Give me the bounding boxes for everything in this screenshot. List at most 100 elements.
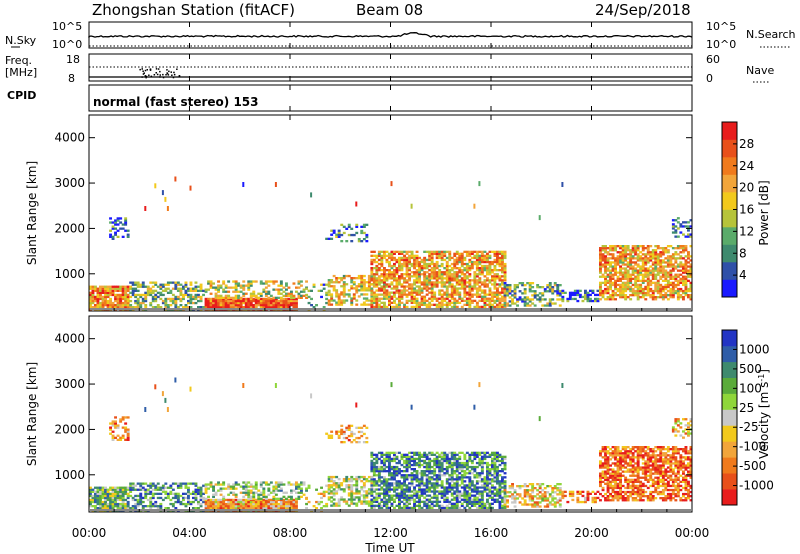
data-cell <box>413 478 416 481</box>
data-cell <box>292 505 296 508</box>
data-cell <box>335 484 339 487</box>
data-cell <box>342 299 346 302</box>
data-cell <box>234 280 238 283</box>
data-cell <box>362 500 366 503</box>
data-cell <box>388 486 391 489</box>
data-cell <box>390 281 394 284</box>
data-cell <box>209 500 213 504</box>
data-cell <box>400 494 404 497</box>
data-cell <box>453 291 457 294</box>
data-cell <box>661 267 665 270</box>
data-cell <box>463 500 467 503</box>
data-cell <box>450 484 454 487</box>
data-cell <box>553 284 557 287</box>
data-cell <box>237 304 241 307</box>
data-cell <box>267 284 271 287</box>
data-cell <box>611 294 615 297</box>
data-cell <box>433 504 437 507</box>
data-cell <box>119 486 123 489</box>
data-cell <box>159 502 163 506</box>
data-cell <box>624 269 628 272</box>
data-cell <box>483 299 487 302</box>
data-cell <box>501 291 504 294</box>
data-cell <box>96 297 100 301</box>
data-cell <box>375 457 379 461</box>
data-cell <box>300 280 303 283</box>
data-cell <box>388 260 391 264</box>
data-cell <box>458 252 462 255</box>
data-cell <box>425 506 429 510</box>
data-cell <box>435 273 439 276</box>
data-cell <box>262 304 266 307</box>
data-cell <box>671 265 675 268</box>
data-cell <box>287 299 291 303</box>
data-cell <box>448 277 452 280</box>
data-cell <box>166 291 170 294</box>
data-cell <box>332 488 336 491</box>
data-cell <box>440 465 444 469</box>
data-cell <box>558 290 562 293</box>
data-cell <box>327 496 331 499</box>
data-cell <box>450 269 454 272</box>
data-cell <box>380 498 384 501</box>
data-cell <box>629 257 633 260</box>
data-cell <box>393 271 396 274</box>
data-cell <box>327 301 331 304</box>
data-cell <box>465 285 469 288</box>
data-cell <box>377 465 381 469</box>
data-cell <box>134 502 138 506</box>
data-cell <box>578 293 582 297</box>
data-cell <box>543 288 547 291</box>
data-cell <box>475 488 479 491</box>
data-cell <box>651 267 655 270</box>
data-cell <box>398 484 401 487</box>
data-cell <box>682 263 685 266</box>
data-cell <box>262 495 266 498</box>
data-cell <box>450 502 454 505</box>
data-cell <box>207 299 210 303</box>
data-cell <box>320 507 323 510</box>
data-cell <box>503 264 507 268</box>
data-cell <box>624 257 628 260</box>
data-cell <box>523 290 527 293</box>
data-cell <box>295 497 298 500</box>
data-cell <box>687 269 690 272</box>
data-cell <box>443 490 447 493</box>
data-cell <box>435 254 439 257</box>
data-cell <box>176 482 180 485</box>
data-cell <box>297 286 301 289</box>
nave-dot <box>142 73 145 75</box>
data-cell <box>212 282 215 285</box>
data-cell <box>629 277 633 280</box>
data-cell <box>425 283 429 286</box>
data-cell <box>156 492 160 495</box>
data-cell <box>109 293 112 297</box>
data-cell <box>136 498 140 502</box>
data-cell <box>669 265 673 268</box>
data-cell <box>232 507 236 510</box>
data-cell <box>450 275 454 278</box>
data-cell <box>380 486 384 489</box>
data-cell <box>370 277 374 280</box>
data-cell <box>410 271 414 274</box>
data-cell <box>217 286 220 289</box>
data-cell <box>207 507 210 510</box>
data-cell <box>290 290 293 293</box>
data-cell <box>493 277 497 280</box>
data-cell <box>342 488 346 491</box>
data-cell <box>644 294 648 297</box>
data-cell <box>463 506 467 510</box>
data-cell <box>332 484 336 487</box>
data-cell <box>375 267 379 270</box>
data-cell <box>161 190 164 196</box>
data-cell <box>473 277 477 280</box>
data-cell <box>455 496 459 499</box>
data-cell <box>516 304 519 307</box>
data-cell <box>232 301 236 305</box>
data-cell <box>501 269 504 272</box>
data-cell <box>448 264 452 268</box>
data-cell <box>360 283 364 286</box>
data-cell <box>104 492 107 495</box>
data-cell <box>164 297 168 301</box>
data-cell <box>385 500 389 503</box>
